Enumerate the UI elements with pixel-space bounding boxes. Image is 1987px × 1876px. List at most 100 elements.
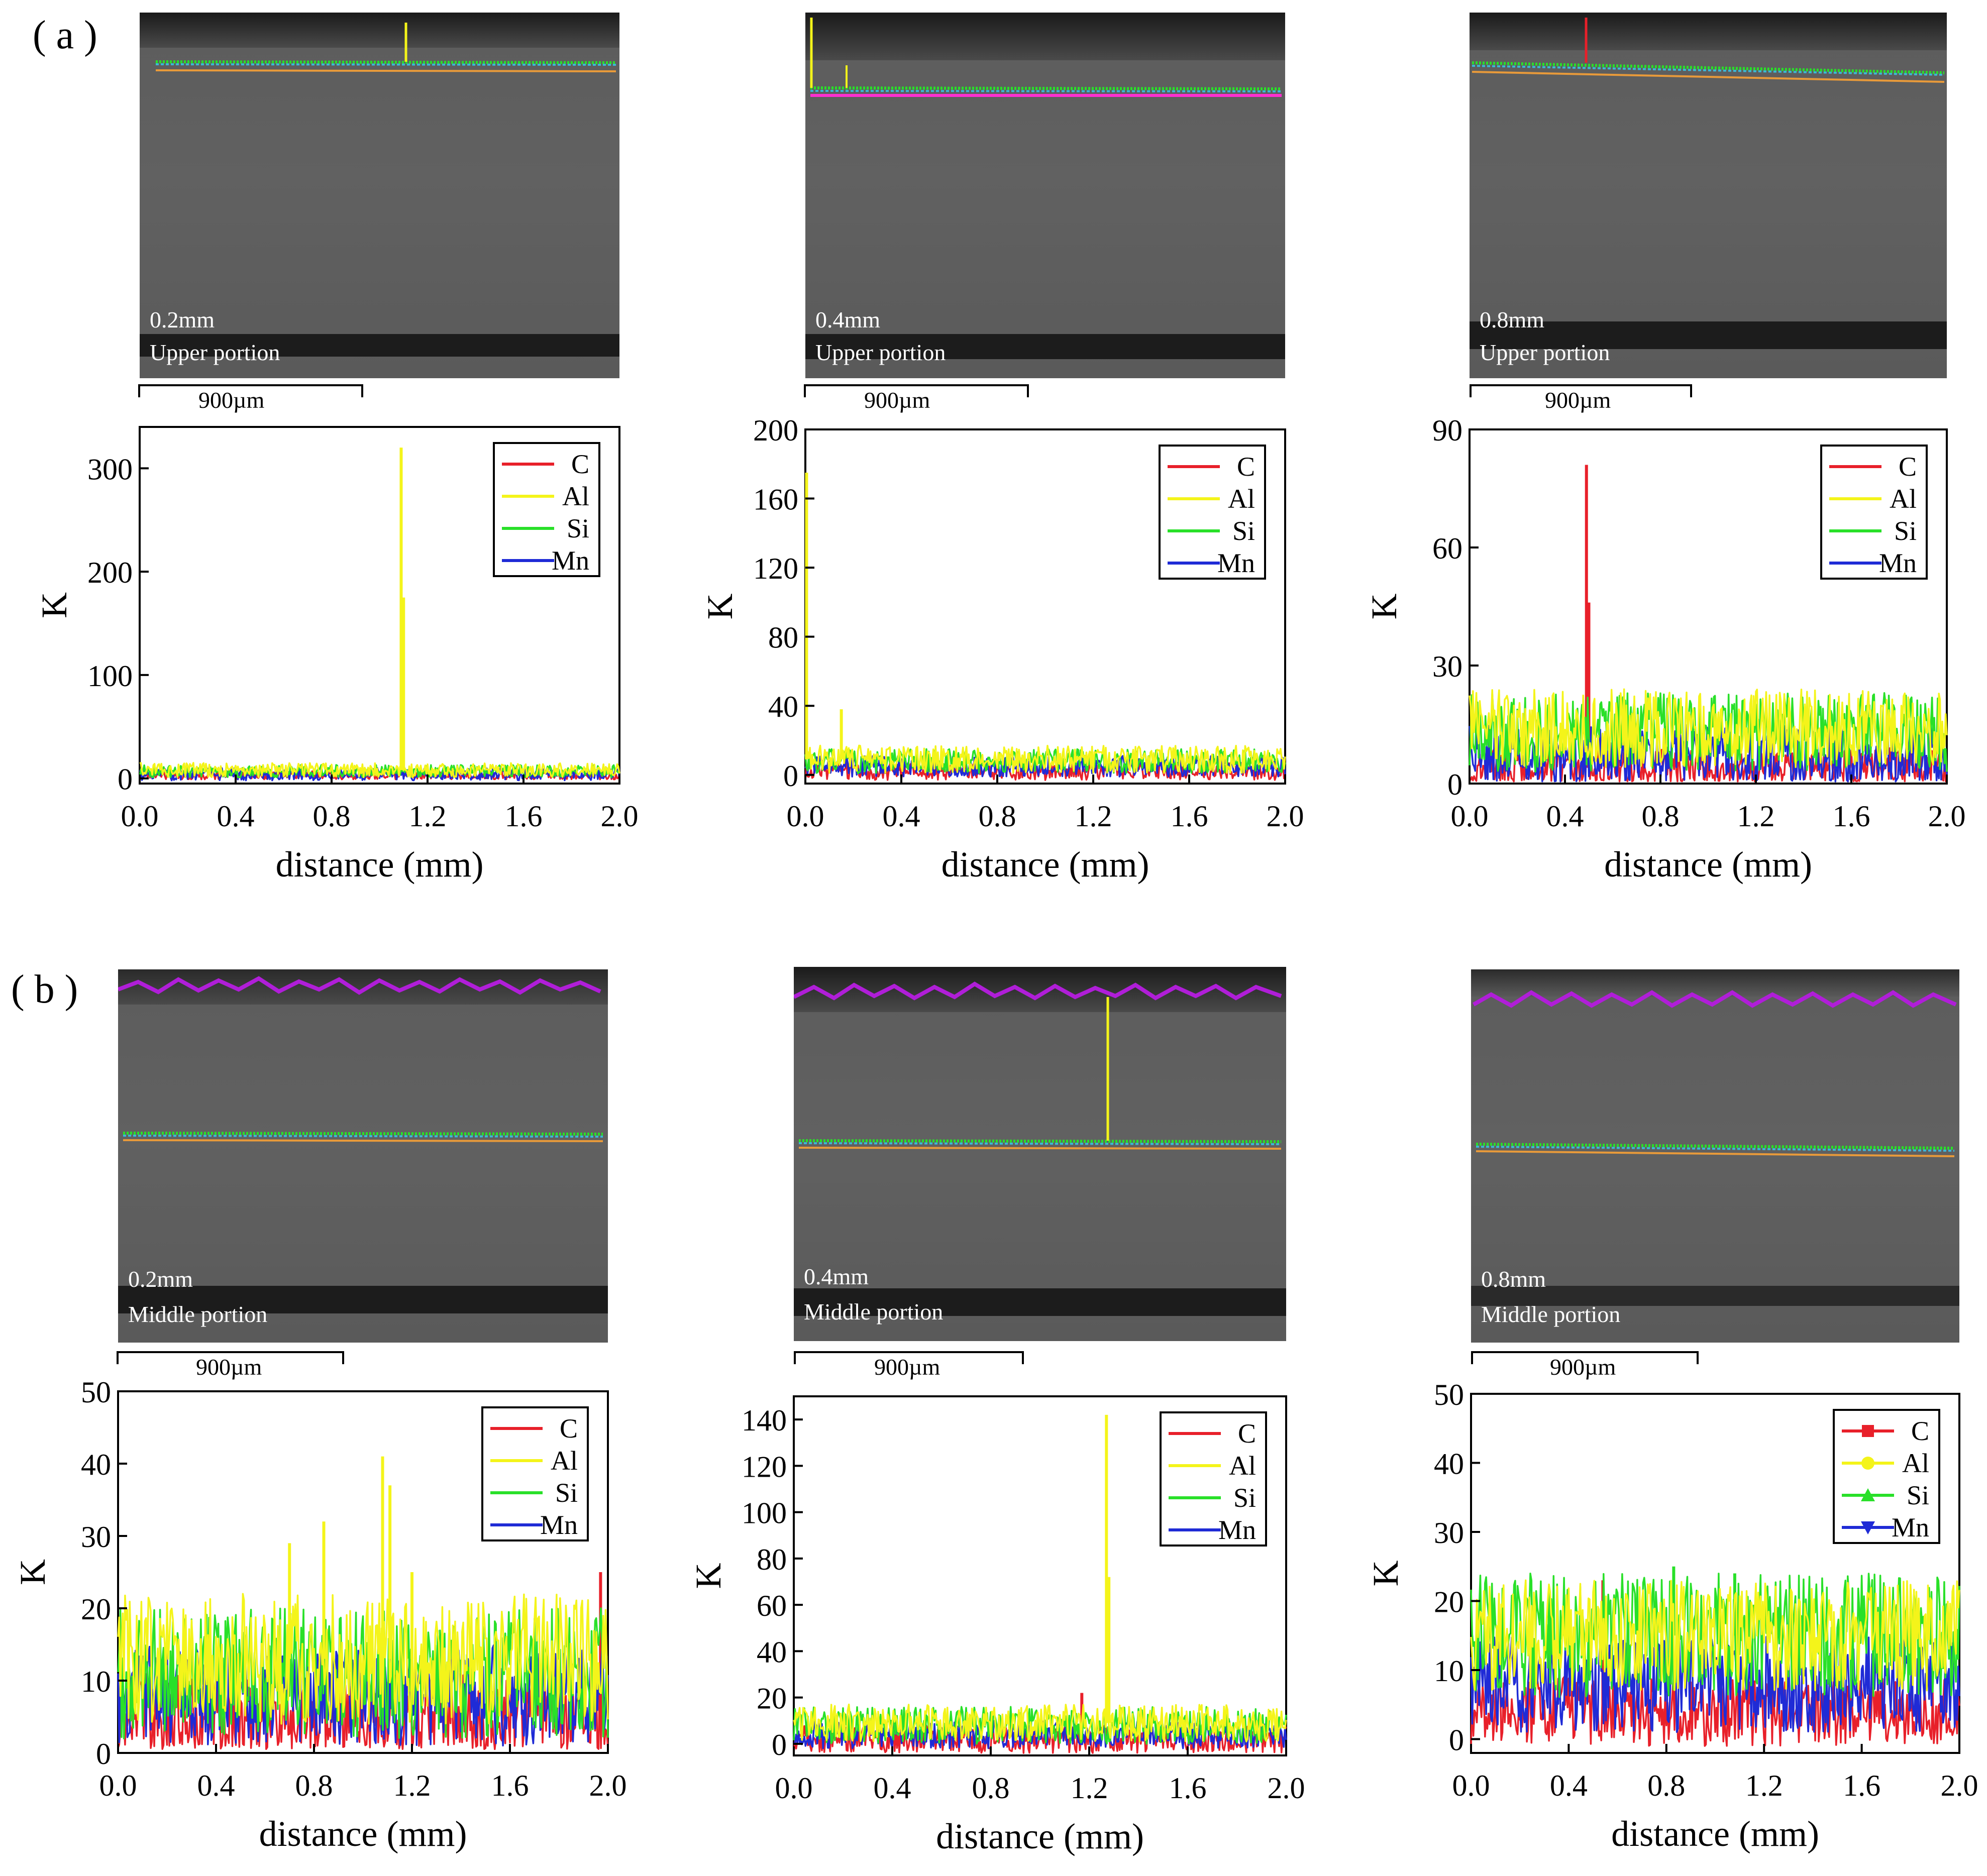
micrograph-portion: Middle portion: [804, 1299, 944, 1325]
series-group: [793, 1414, 1287, 1754]
x-axis-label: distance (mm): [936, 1816, 1144, 1856]
legend-marker-circle: [1861, 1457, 1874, 1470]
x-tick-label: 0.8: [1642, 800, 1680, 833]
micrograph-thickness: 0.4mm: [804, 1264, 869, 1289]
legend-label: Mn: [1879, 548, 1917, 578]
scale-bar-label: 900µm: [1545, 387, 1611, 413]
scale-bar-label: 900µm: [196, 1354, 262, 1380]
y-tick-label: 20: [757, 1682, 787, 1715]
micrograph-b3: 0.8mm Middle portion: [1471, 969, 1959, 1343]
y-tick-label: 60: [757, 1589, 787, 1622]
legend-label: Al: [1890, 484, 1917, 514]
y-tick-label: 0: [1449, 1724, 1464, 1757]
micrograph-portion: Upper portion: [150, 340, 280, 365]
y-tick-label: 0: [783, 759, 798, 793]
x-tick-label: 0.4: [217, 800, 255, 833]
scale-bar: [117, 1351, 344, 1364]
micrograph-b1: 0.2mm Middle portion: [118, 969, 608, 1343]
legend-label: C: [1238, 1418, 1256, 1449]
micrograph-a2: 0.4mm Upper portion: [805, 13, 1285, 378]
x-tick-label: 1.6: [1843, 1769, 1880, 1802]
legend-marker-square: [1862, 1425, 1874, 1437]
series-group: [1469, 465, 1948, 783]
y-tick-label: 200: [87, 556, 133, 589]
x-tick-label: 1.2: [393, 1769, 431, 1802]
panel-label-a: ( a ): [33, 13, 97, 57]
x-tick-label: 1.6: [491, 1769, 529, 1802]
x-tick-label: 0.8: [313, 800, 351, 833]
y-tick-label: 40: [81, 1448, 111, 1481]
series-Al: [1469, 688, 1948, 768]
x-tick-label: 1.2: [1075, 800, 1112, 833]
legend-label: Mn: [1892, 1512, 1929, 1542]
scale-bar: [1470, 384, 1692, 397]
y-tick-label: 100: [87, 659, 133, 693]
x-tick-label: 0.4: [197, 1769, 235, 1802]
scale-bar: [794, 1351, 1024, 1364]
legend-label: Si: [567, 513, 589, 543]
y-tick-label: 200: [753, 414, 798, 447]
y-axis-label: K: [1366, 1561, 1406, 1587]
scale-bar-label: 900µm: [874, 1354, 940, 1380]
x-tick-label: 0.8: [979, 800, 1016, 833]
x-tick-label: 2.0: [1928, 800, 1966, 833]
series-Al: [139, 762, 620, 779]
legend-label: C: [1899, 452, 1917, 482]
x-tick-label: 1.6: [505, 800, 543, 833]
x-axis-label: distance (mm): [942, 844, 1149, 885]
legend-label: C: [560, 1413, 578, 1444]
legend-label: Al: [551, 1446, 578, 1476]
series-Al: [1470, 1579, 1960, 1692]
micrograph-portion: Upper portion: [815, 340, 946, 365]
legend-label: Mn: [552, 545, 589, 576]
y-tick-label: 160: [753, 483, 798, 516]
micrograph-portion: Upper portion: [1480, 340, 1610, 365]
x-tick-label: 2.0: [1267, 800, 1304, 833]
micrograph-a1: 0.2mm Upper portion: [140, 13, 619, 378]
micrograph-thickness: 0.2mm: [150, 307, 215, 333]
legend-label: Al: [1229, 1451, 1256, 1481]
scale-bar: [1471, 1351, 1699, 1364]
series-group: [139, 448, 620, 782]
y-tick-label: 80: [757, 1543, 787, 1576]
x-tick-label: 2.0: [601, 800, 639, 833]
x-tick-label: 0.4: [1550, 1769, 1588, 1802]
series-Si: [117, 1607, 609, 1739]
x-tick-label: 1.6: [1833, 800, 1870, 833]
y-tick-label: 0: [118, 763, 133, 796]
legend-label: C: [1237, 452, 1255, 482]
micrograph-portion: Middle portion: [1481, 1301, 1621, 1327]
legend-label: Al: [562, 481, 589, 511]
x-tick-label: 0.0: [121, 800, 159, 833]
x-axis-label: distance (mm): [1604, 844, 1812, 885]
chart-a2: 0 40 80 120 160 200 0.0 0.4 0.8 1.2 1.6 2.0 distance…: [700, 414, 1304, 885]
x-tick-label: 2.0: [1941, 1769, 1978, 1802]
legend-marker-down-triangle: [1861, 1521, 1875, 1534]
x-tick-label: 0.8: [295, 1769, 333, 1802]
y-tick-label: 90: [1432, 414, 1462, 447]
y-axis-label: K: [700, 594, 740, 620]
micrograph-a3: 0.8mm Upper portion: [1470, 13, 1947, 378]
chart-a3: 0 30 60 90 0.0 0.4 0.8 1.2 1.6 2.0 distance (mm) K C…: [1364, 414, 1966, 885]
series-Al: [117, 1593, 609, 1725]
micrograph-thickness: 0.2mm: [128, 1266, 193, 1292]
y-tick-label: 30: [1432, 650, 1462, 683]
legend-label: Si: [555, 1478, 578, 1508]
x-tick-label: 0.4: [874, 1772, 911, 1805]
series-group: [804, 472, 1286, 781]
y-tick-label: 40: [1434, 1448, 1464, 1481]
y-tick-label: 60: [1432, 532, 1462, 565]
x-axis-label: distance (mm): [276, 844, 484, 885]
y-tick-label: 40: [757, 1635, 787, 1669]
legend-label: Mn: [1217, 548, 1255, 578]
x-tick-label: 0.4: [883, 800, 920, 833]
x-tick-label: 0.8: [1647, 1769, 1685, 1802]
legend-label: Si: [1233, 1483, 1256, 1513]
legend-marker-triangle: [1861, 1488, 1875, 1501]
x-tick-label: 1.2: [1737, 800, 1775, 833]
chart-b2: 0 20 40 60 80 100 120 140 0.0 0.4 0.8 1.2 1.6 2.0 dist…: [688, 1395, 1305, 1856]
y-tick-label: 0: [772, 1728, 787, 1761]
micrograph-b2: 0.4mm Middle portion: [794, 967, 1286, 1341]
chart-b1: 0 10 20 30 40 50 0.0 0.4 0.8 1.2 1.6 2.0 distance (m…: [13, 1376, 627, 1854]
y-tick-label: 50: [1434, 1378, 1464, 1411]
